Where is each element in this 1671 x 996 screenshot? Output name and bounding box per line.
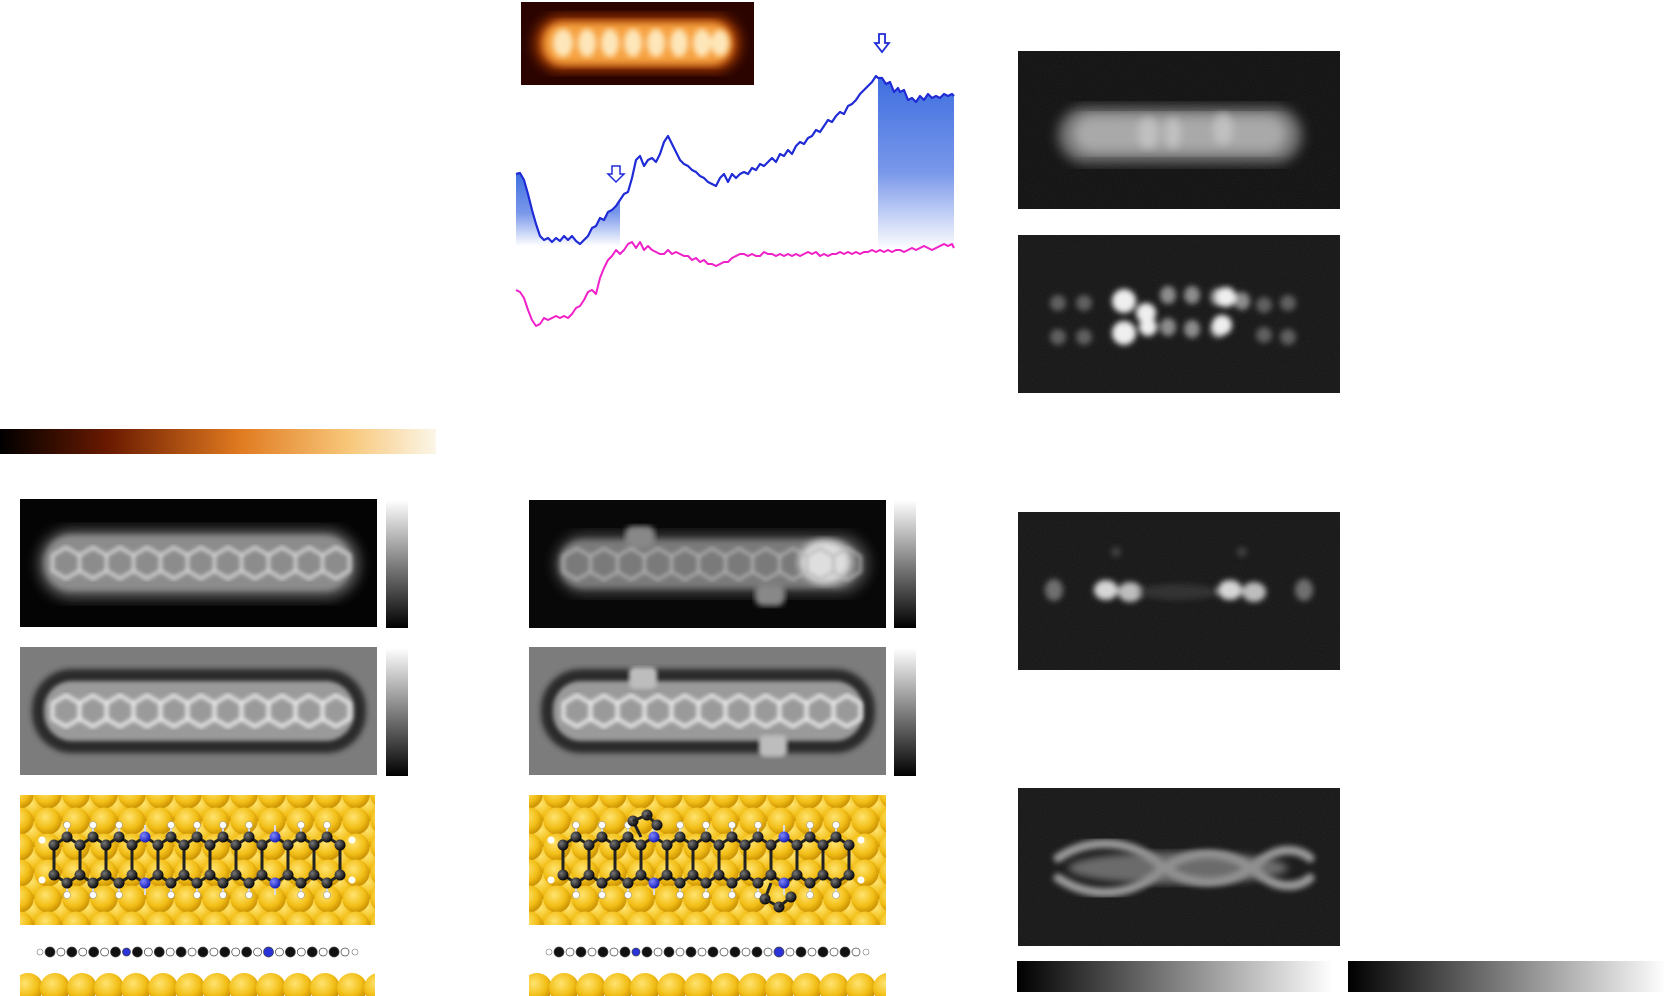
grayscale-colorbar-vertical <box>386 500 408 628</box>
molecule-model-top-center <box>529 795 886 925</box>
grayscale-colorbar-vertical <box>386 648 408 776</box>
molecule-model-top-left <box>20 795 375 925</box>
blue-spectrum-trace <box>515 74 955 246</box>
stm-topography-inset <box>521 2 754 85</box>
arrow-down-marker-icon <box>873 33 891 54</box>
grayscale-colorbar <box>1348 961 1666 992</box>
stm-map-2 <box>1018 235 1340 393</box>
blue-shaded-region-right <box>878 78 954 250</box>
afm-image-experiment-center <box>529 500 886 628</box>
afm-image-simulation-center <box>529 647 886 775</box>
arrow-down-marker-icon <box>606 165 626 184</box>
stm-map-4 <box>1018 788 1340 946</box>
grayscale-colorbar-vertical <box>894 500 916 628</box>
stm-map-1 <box>1018 51 1340 209</box>
afm-image-experiment-left <box>20 499 377 627</box>
stm-map-3 <box>1018 512 1340 670</box>
magenta-spectrum-trace <box>515 241 955 327</box>
grayscale-colorbar-vertical <box>894 648 916 776</box>
spectra-plot <box>514 28 962 358</box>
afmhot-colorbar <box>0 429 436 454</box>
molecule-sideview-center <box>529 936 886 996</box>
grayscale-colorbar <box>1017 961 1333 992</box>
molecule-sideview-left <box>20 936 375 996</box>
afm-image-simulation-left <box>20 647 377 775</box>
